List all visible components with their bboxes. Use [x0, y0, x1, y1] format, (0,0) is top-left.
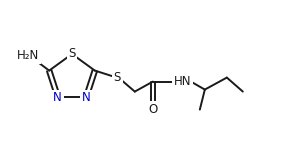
Text: O: O: [148, 103, 158, 116]
Text: N: N: [53, 91, 62, 104]
Text: HN: HN: [174, 75, 192, 88]
Text: N: N: [82, 91, 91, 104]
Text: S: S: [114, 71, 121, 84]
Text: H₂N: H₂N: [17, 49, 39, 62]
Text: S: S: [68, 47, 76, 60]
